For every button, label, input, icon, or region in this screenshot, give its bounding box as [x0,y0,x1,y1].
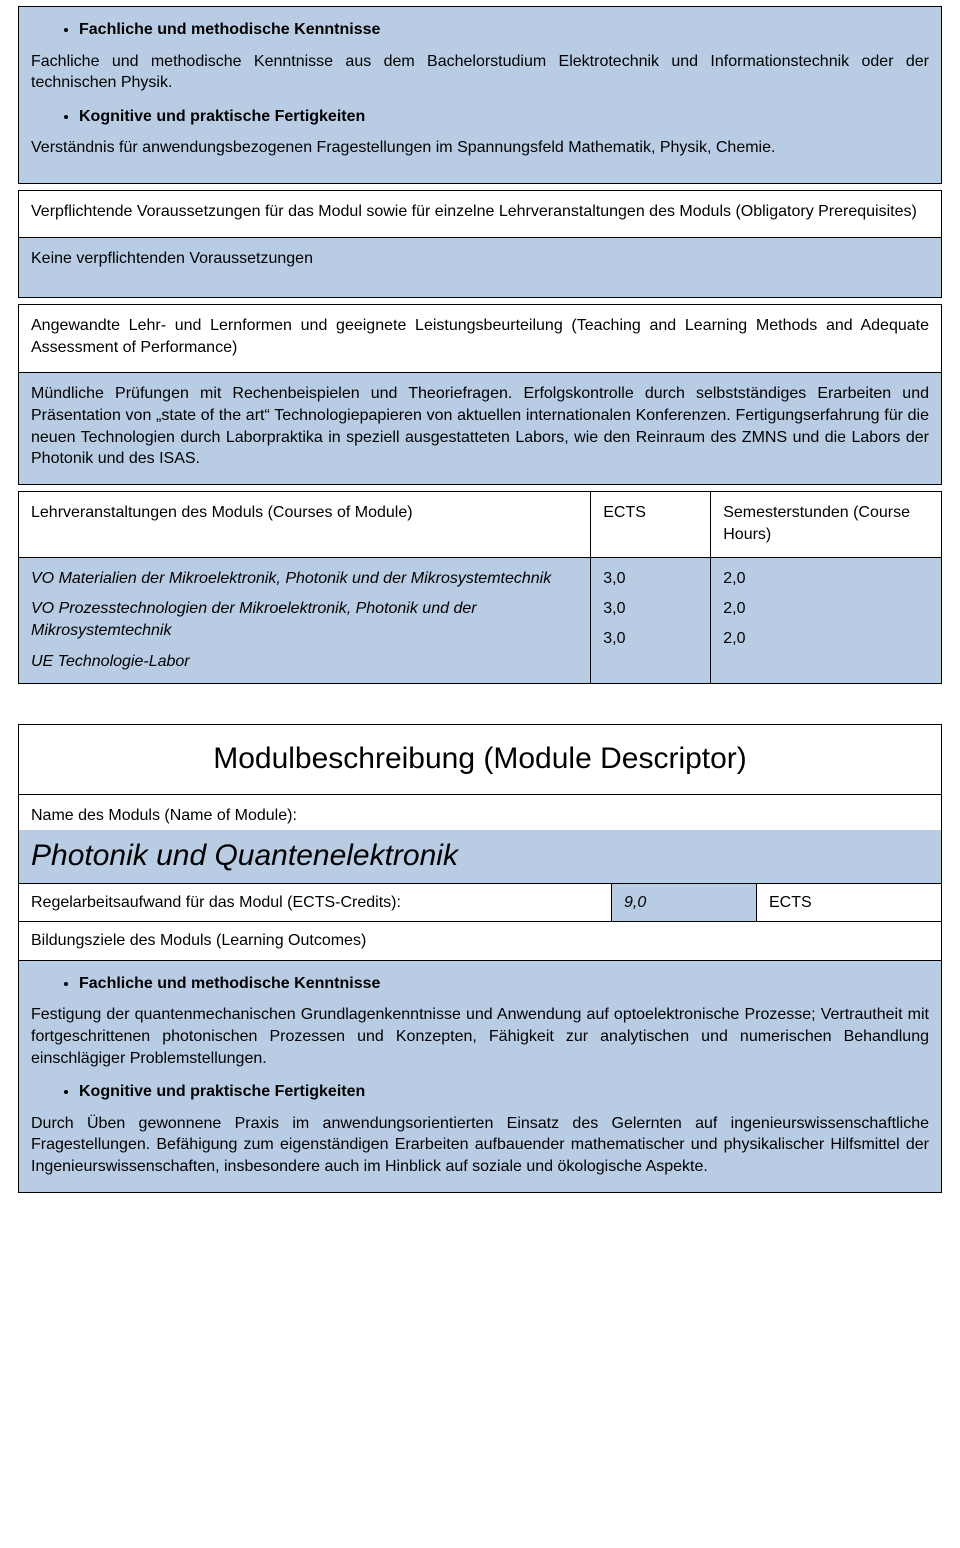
module-title: Modulbeschreibung (Module Descriptor) [19,725,942,795]
bullet-fachliche: Fachliche und methodische Kenntnisse [79,17,929,43]
course-row-hours: 2,0 [723,628,929,650]
courses-ects: 3,0 3,0 3,0 [591,557,711,684]
teaching-methods-body: Mündliche Prüfungen mit Rechenbeispielen… [18,373,942,484]
module-bullet-fachliche: Fachliche und methodische Kenntnisse [79,971,929,997]
courses-names: VO Materialien der Mikroelektronik, Phot… [31,568,578,674]
course-row-ects: 3,0 [603,568,698,590]
module-name-label-row: Name des Moduls (Name of Module): [19,794,942,830]
courses-col-hours: Semesterstunden (Course Hours) [711,491,942,557]
teaching-methods-head: Angewandte Lehr- und Lernformen und geei… [18,304,942,373]
courses-col-ects: ECTS [591,491,711,557]
course-row-name: VO Prozesstechnologien der Mikroelektron… [31,598,578,643]
module-outcomes-head: Bildungsziele des Moduls (Learning Outco… [19,922,942,961]
spacer [18,684,942,724]
module-outcomes-body-row: Fachliche und methodische Kenntnisse Fes… [19,960,942,1192]
para-kognitive: Verständnis für anwendungsbezogenen Frag… [31,137,929,159]
course-row-hours: 2,0 [723,568,929,590]
courses-col-name: Lehrveranstaltungen des Moduls (Courses … [19,491,591,557]
module-ects-row: Regelarbeitsaufwand für das Modul (ECTS-… [19,883,942,922]
bullet-kognitive: Kognitive und praktische Fertigkeiten [79,104,929,130]
course-row-ects: 3,0 [603,628,698,650]
module-ects-value: 9,0 [612,883,757,922]
document-page: Fachliche und methodische Kenntnisse Fac… [0,6,960,1233]
prerequisites-head: Verpflichtende Voraussetzungen für das M… [18,190,942,238]
course-row-name: VO Materialien der Mikroelektronik, Phot… [31,568,578,590]
course-row-ects: 3,0 [603,598,698,620]
module-ects-label: Regelarbeitsaufwand für das Modul (ECTS-… [19,883,612,922]
courses-header-row: Lehrveranstaltungen des Moduls (Courses … [19,491,942,557]
course-row-name: UE Technologie-Labor [31,651,578,673]
module-name-row: Photonik und Quantenelektronik [19,830,942,883]
module-bullet-kognitive: Kognitive und praktische Fertigkeiten [79,1079,929,1105]
courses-hours: 2,0 2,0 2,0 [711,557,942,684]
courses-table: Lehrveranstaltungen des Moduls (Courses … [18,491,942,684]
course-row-hours: 2,0 [723,598,929,620]
module-para-fachliche: Festigung der quantenmechanischen Grundl… [31,1004,929,1069]
module-name-label: Name des Moduls (Name of Module): [19,794,942,830]
module-descriptor-table: Modulbeschreibung (Module Descriptor) Na… [18,724,942,1193]
module-title-row: Modulbeschreibung (Module Descriptor) [19,725,942,795]
knowledge-skills-box: Fachliche und methodische Kenntnisse Fac… [18,6,942,184]
module-para-kognitive: Durch Üben gewonnene Praxis im anwendung… [31,1113,929,1178]
prerequisites-body: Keine verpflichtenden Voraussetzungen [18,238,942,299]
para-fachliche: Fachliche und methodische Kenntnisse aus… [31,51,929,94]
module-ects-unit: ECTS [757,883,942,922]
courses-body-row: VO Materialien der Mikroelektronik, Phot… [19,557,942,684]
module-name-value: Photonik und Quantenelektronik [19,830,942,883]
module-outcomes-head-row: Bildungsziele des Moduls (Learning Outco… [19,922,942,961]
